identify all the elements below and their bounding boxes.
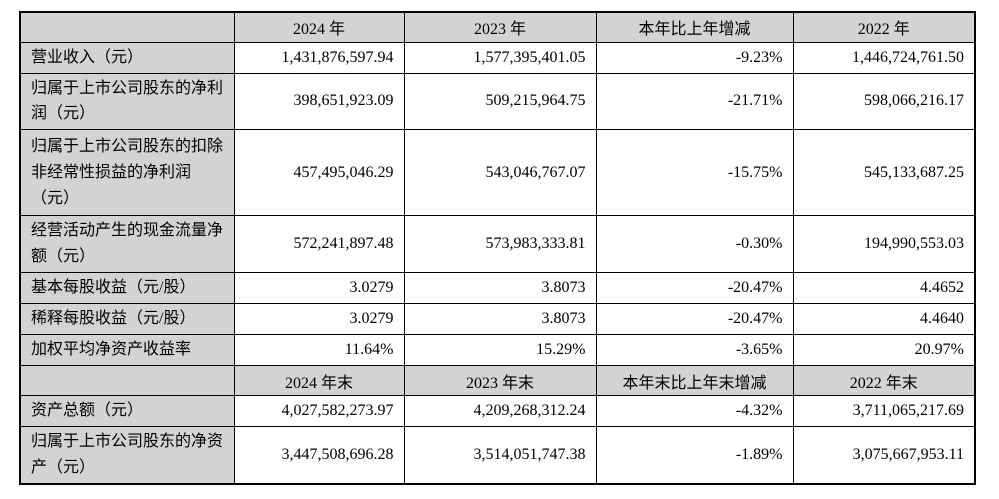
table-row-net-profit: 归属于上市公司股东的净利润（元） 398,651,923.09 509,215,… [19,72,976,131]
value-2024: 3.0279 [233,272,405,305]
value-change: -0.30% [595,215,794,274]
row-label: 加权平均净资产收益率 [19,334,235,367]
value-change: -1.89% [595,426,794,485]
value-2023: 4,209,268,312.24 [403,395,597,428]
value-2022: 3,075,667,953.11 [792,426,976,485]
table-header-row-year-end: 2024 年末 2023 年末 本年末比上年末增减 2022 年末 [19,365,976,397]
row-label: 资产总额（元） [19,395,235,428]
col-header-2022-end: 2022 年末 [792,365,976,397]
value-2024: 572,241,897.48 [233,215,405,274]
value-change: -15.75% [595,129,794,217]
row-label: 营业收入（元） [19,41,235,74]
value-2023: 573,983,333.81 [403,215,597,274]
value-2023: 3.8073 [403,303,597,336]
value-2023: 3,514,051,747.38 [403,426,597,485]
table-row-total-assets: 资产总额（元） 4,027,582,273.97 4,209,268,312.2… [19,395,976,428]
table-row-operating-cash-flow: 经营活动产生的现金流量净额（元） 572,241,897.48 573,983,… [19,215,976,274]
value-2024: 3.0279 [233,303,405,336]
table-row-weighted-roe: 加权平均净资产收益率 11.64% 15.29% -3.65% 20.97% [19,334,976,367]
row-label: 归属于上市公司股东的扣除非经常性损益的净利润（元） [19,129,235,217]
value-change: -20.47% [595,272,794,305]
value-2022: 4.4640 [792,303,976,336]
row-label: 经营活动产生的现金流量净额（元） [19,215,235,274]
value-2023: 15.29% [403,334,597,367]
value-2022: 1,446,724,761.50 [792,41,976,74]
value-2022: 194,990,553.03 [792,215,976,274]
value-2024: 3,447,508,696.28 [233,426,405,485]
value-2022: 20.97% [792,334,976,367]
col-header-2022: 2022 年 [792,11,976,43]
value-2023: 3.8073 [403,272,597,305]
value-change: -4.32% [595,395,794,428]
row-label: 归属于上市公司股东的净利润（元） [19,72,235,131]
col-header-year-end-change: 本年末比上年末增减 [595,365,794,397]
value-2022: 545,133,687.25 [792,129,976,217]
value-change: -3.65% [595,334,794,367]
value-change: -9.23% [595,41,794,74]
col-header-2023-end: 2023 年末 [403,365,597,397]
col-header-2024: 2024 年 [233,11,405,43]
value-2024: 11.64% [233,334,405,367]
col-header-2023: 2023 年 [403,11,597,43]
col-header-yoy-change: 本年比上年增减 [595,11,794,43]
corner-cell [19,365,235,397]
value-2024: 457,495,046.29 [233,129,405,217]
col-header-2024-end: 2024 年末 [233,365,405,397]
value-2022: 598,066,216.17 [792,72,976,131]
value-2022: 3,711,065,217.69 [792,395,976,428]
value-2023: 543,046,767.07 [403,129,597,217]
row-label: 归属于上市公司股东的净资产（元） [19,426,235,485]
value-2022: 4.4652 [792,272,976,305]
value-change: -21.71% [595,72,794,131]
value-2024: 4,027,582,273.97 [233,395,405,428]
row-label: 基本每股收益（元/股） [19,272,235,305]
table-row-basic-eps: 基本每股收益（元/股） 3.0279 3.8073 -20.47% 4.4652 [19,272,976,305]
table-header-row-annual: 2024 年 2023 年 本年比上年增减 2022 年 [19,11,976,43]
value-change: -20.47% [595,303,794,336]
table-row-net-assets: 归属于上市公司股东的净资产（元） 3,447,508,696.28 3,514,… [19,426,976,485]
table-row-diluted-eps: 稀释每股收益（元/股） 3.0279 3.8073 -20.47% 4.4640 [19,303,976,336]
table-row-net-profit-deducted: 归属于上市公司股东的扣除非经常性损益的净利润（元） 457,495,046.29… [19,129,976,217]
financial-indicators-table: 2024 年 2023 年 本年比上年增减 2022 年 营业收入（元） 1,4… [19,11,976,485]
table-row-revenue: 营业收入（元） 1,431,876,597.94 1,577,395,401.0… [19,41,976,74]
row-label: 稀释每股收益（元/股） [19,303,235,336]
value-2023: 1,577,395,401.05 [403,41,597,74]
corner-cell [19,11,235,43]
value-2024: 1,431,876,597.94 [233,41,405,74]
value-2023: 509,215,964.75 [403,72,597,131]
value-2024: 398,651,923.09 [233,72,405,131]
